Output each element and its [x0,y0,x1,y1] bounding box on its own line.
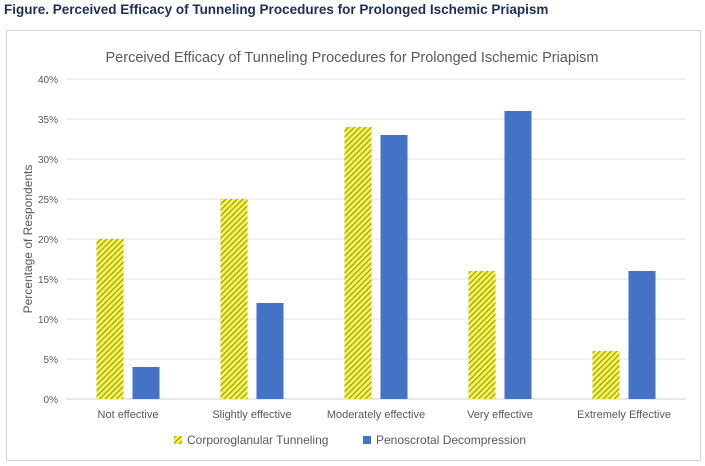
x-tick-label: Not effective [98,409,159,421]
y-tick-label: 40% [38,75,58,86]
bar-series-1 [220,199,248,399]
y-tick-label: 15% [38,275,58,286]
y-tick-label: 10% [38,315,58,326]
legend-label: Corporoglanular Tunneling [187,433,328,447]
legend-swatch-2 [363,436,371,444]
legend-swatch-1 [174,436,182,444]
bar-series-2 [132,367,160,399]
bar-series-1 [96,239,124,399]
y-tick-label: 5% [44,355,59,366]
x-tick-label: Slightly effective [212,409,291,421]
bar-series-1 [344,127,372,399]
x-tick-label: Moderately effective [327,409,425,421]
bar-series-2 [504,111,532,399]
y-tick-label: 35% [38,115,58,126]
x-tick-label: Very effective [467,409,533,421]
y-tick-label: 20% [38,235,58,246]
y-tick-label: 0% [44,395,59,406]
bar-series-2 [380,135,408,399]
x-tick-label: Extremely Effective [577,409,671,421]
chart-title: Perceived Efficacy of Tunneling Procedur… [106,50,599,66]
bar-series-2 [256,303,284,399]
bar-series-1 [468,271,496,399]
y-tick-label: 30% [38,155,58,166]
y-axis-label: Percentage of Respondents [21,165,35,314]
legend-label: Penoscrotal Decompression [376,433,526,447]
bar-series-1 [592,351,620,399]
figure-caption: Figure. Perceived Efficacy of Tunneling … [4,2,549,17]
y-tick-label: 25% [38,195,58,206]
bar-series-2 [628,271,656,399]
